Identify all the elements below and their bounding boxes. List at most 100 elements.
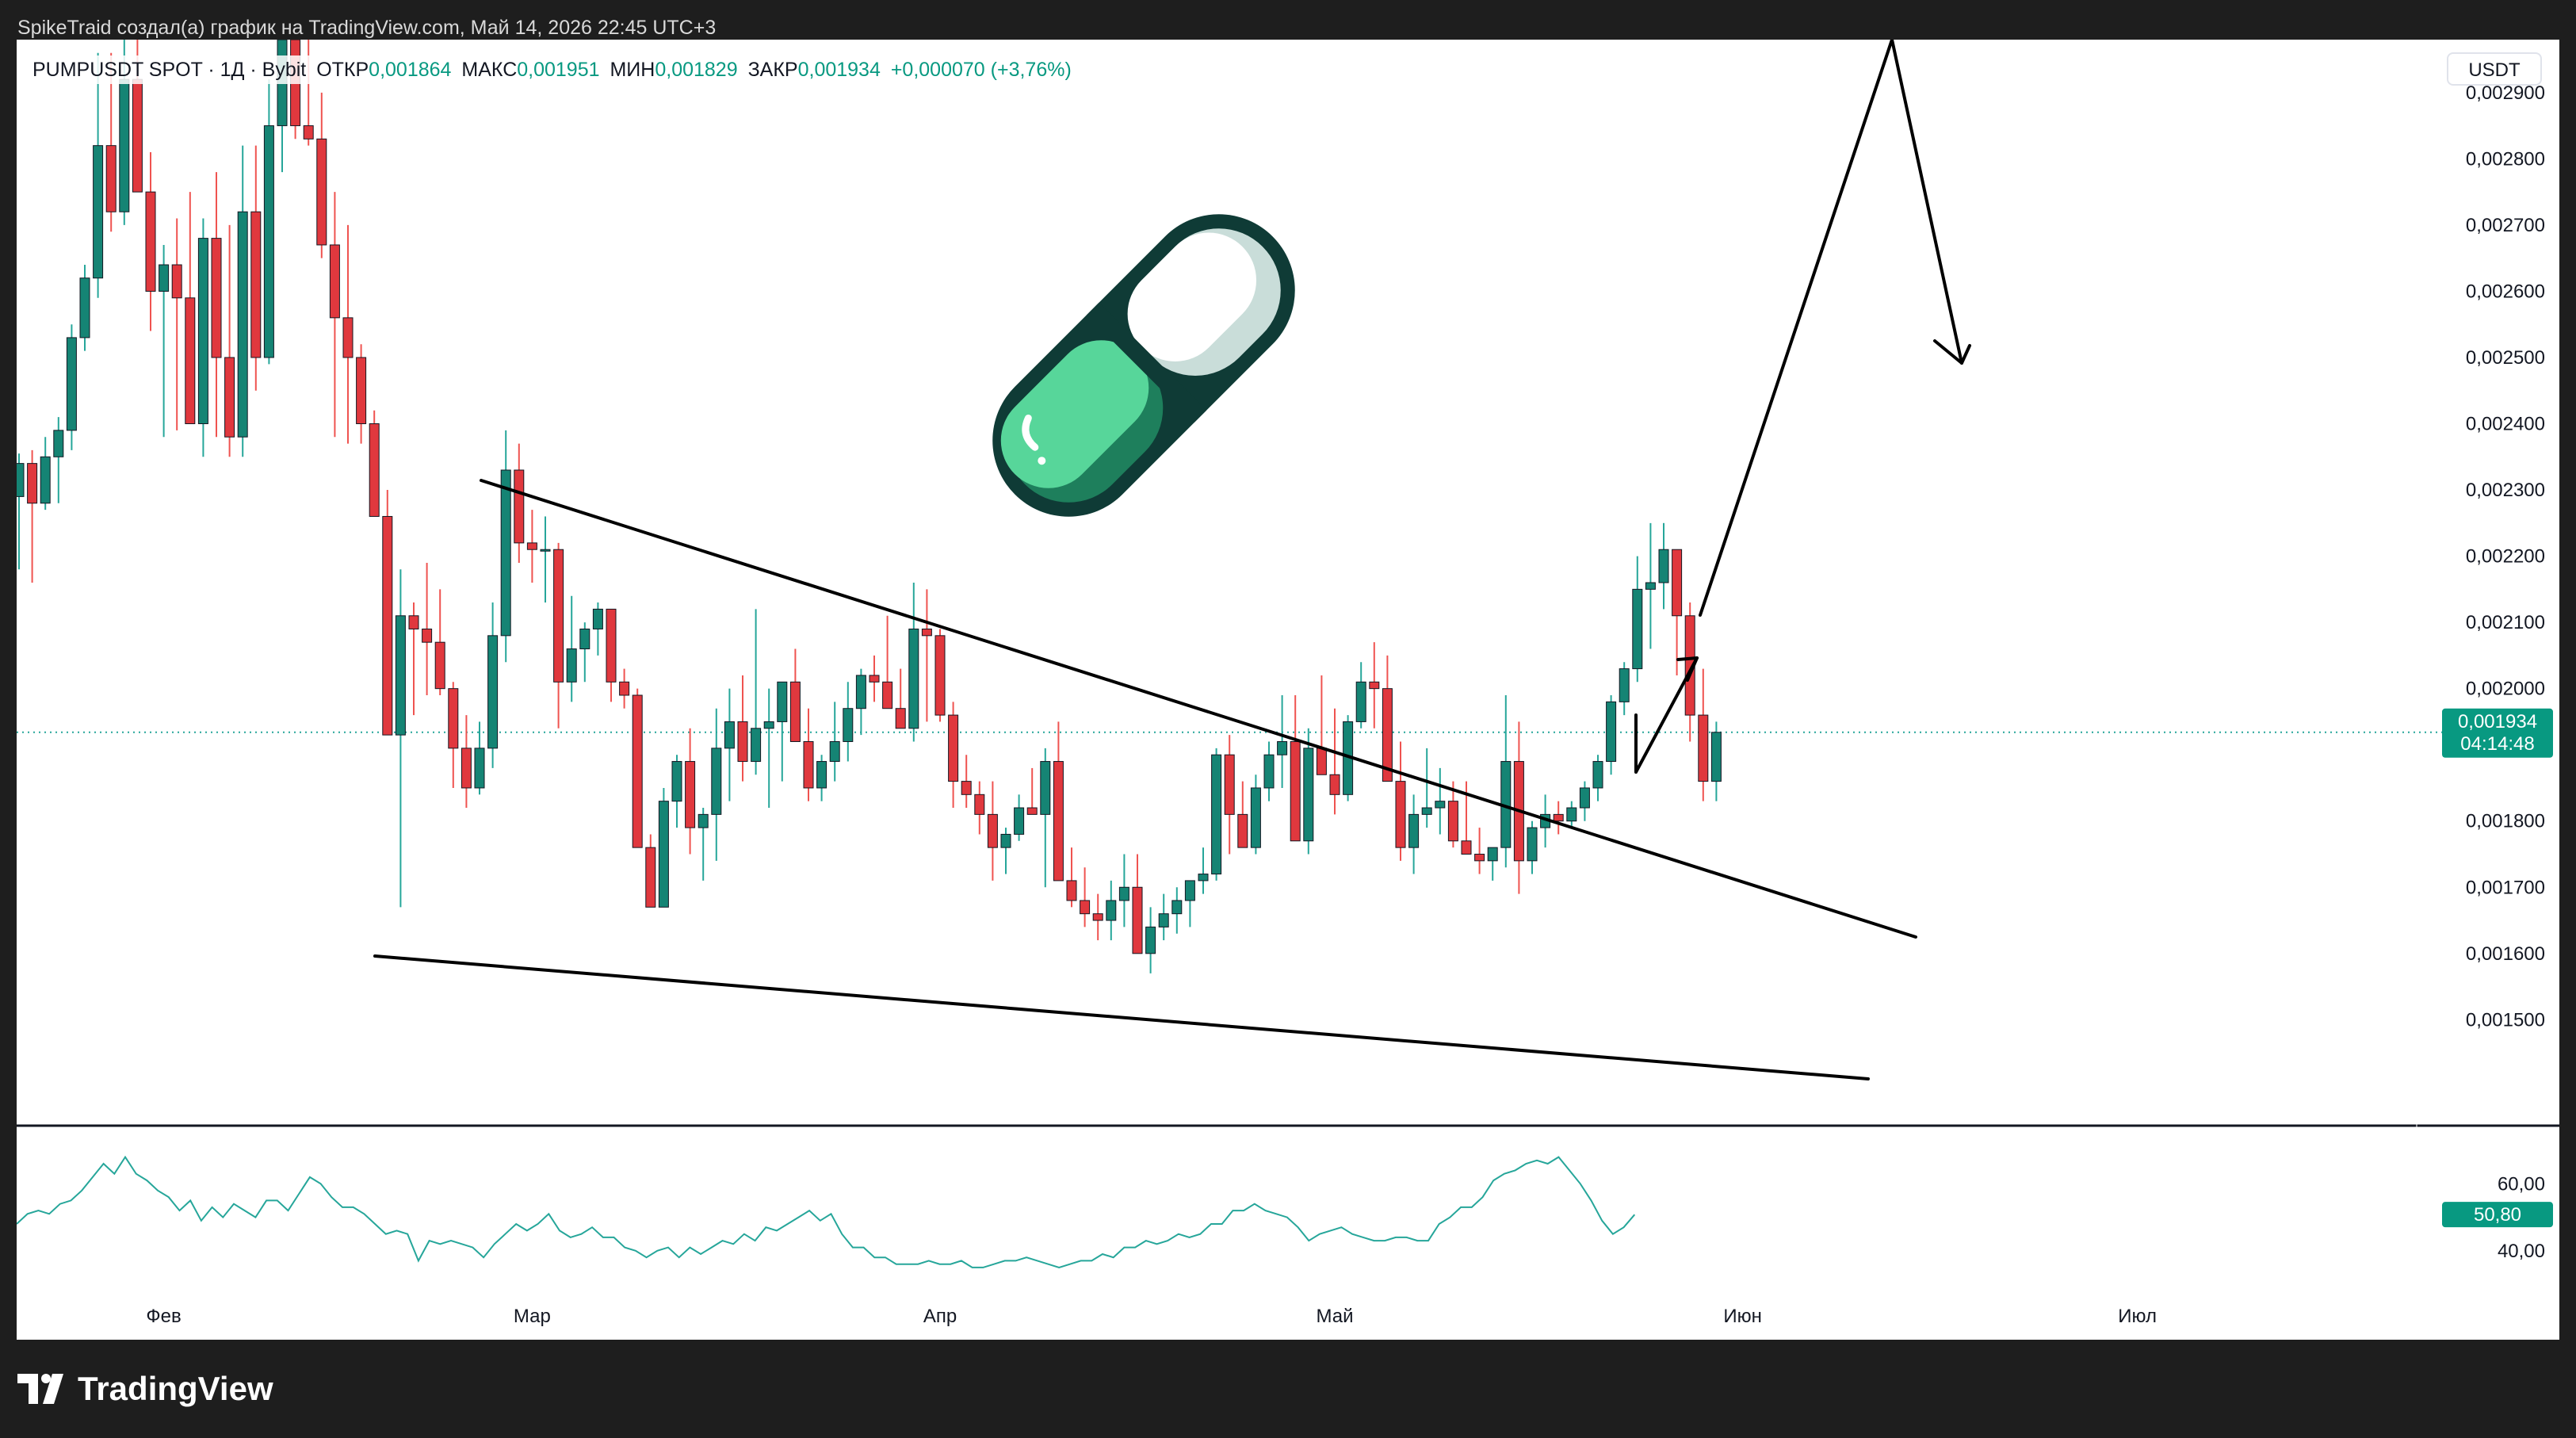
candle-body[interactable] <box>105 145 117 212</box>
candle-body[interactable] <box>895 708 906 729</box>
legend-symbol[interactable]: PUMPUSDT SPOT · 1Д · Bybit <box>32 59 307 81</box>
candle-body[interactable] <box>803 740 814 789</box>
candle-body[interactable] <box>987 813 998 848</box>
candle-body[interactable] <box>342 317 354 358</box>
candle-body[interactable] <box>395 615 406 736</box>
candle-body[interactable] <box>1158 913 1169 927</box>
candle-body[interactable] <box>1026 807 1038 815</box>
candle-body[interactable] <box>1263 754 1275 789</box>
chart-canvas[interactable]: 60,00 40,00 50,80 0,002900 0,002800 0,002700… <box>17 40 2559 1340</box>
candle-body[interactable] <box>974 794 985 815</box>
candle-body[interactable] <box>1106 900 1117 921</box>
candle-body[interactable] <box>1645 582 1656 590</box>
candle-body[interactable] <box>671 761 682 802</box>
candle-body[interactable] <box>382 515 393 736</box>
candle-body[interactable] <box>606 608 617 683</box>
candle-body[interactable] <box>1066 880 1077 901</box>
forecast-path-arrow[interactable] <box>1634 656 1699 774</box>
candle-body[interactable] <box>434 641 445 690</box>
candle-body[interactable] <box>777 681 788 722</box>
candle-body[interactable] <box>1040 761 1051 815</box>
candle-body[interactable] <box>526 542 537 550</box>
candle-body[interactable] <box>17 463 25 497</box>
candle-body[interactable] <box>1527 827 1538 862</box>
candle-body[interactable] <box>1435 801 1446 809</box>
candle-body[interactable] <box>1303 748 1314 842</box>
candle-body[interactable] <box>658 801 669 908</box>
candle-body[interactable] <box>1395 781 1406 848</box>
candle-body[interactable] <box>1014 807 1025 835</box>
candle-body[interactable] <box>132 78 143 193</box>
candle-body[interactable] <box>1619 668 1630 702</box>
candle-body[interactable] <box>632 694 643 848</box>
candle-body[interactable] <box>619 681 630 696</box>
candle-body[interactable] <box>685 761 696 828</box>
currency-selector[interactable]: USDT <box>2447 52 2542 86</box>
rsi-line[interactable] <box>17 1155 1636 1268</box>
candle-body[interactable] <box>1579 787 1590 809</box>
candle-body[interactable] <box>1382 688 1393 782</box>
candle-body[interactable] <box>1053 761 1064 882</box>
candle-body[interactable] <box>356 357 367 425</box>
candle-body[interactable] <box>1145 926 1156 954</box>
candle-body[interactable] <box>53 430 64 457</box>
candle-body[interactable] <box>1355 681 1366 722</box>
candle-body[interactable] <box>1184 880 1195 901</box>
candle-body[interactable] <box>1369 681 1380 690</box>
candle-body[interactable] <box>197 238 208 425</box>
time-axis[interactable]: Фев Мар Апр Май Июн Июл <box>146 1306 2157 1327</box>
candle-body[interactable] <box>369 423 380 517</box>
chart-frame[interactable]: 60,00 40,00 50,80 0,002900 0,002800 0,002700… <box>17 40 2559 1340</box>
candle-body[interactable] <box>487 635 499 749</box>
candle-body[interactable] <box>1487 847 1498 862</box>
candle-body[interactable] <box>724 721 735 749</box>
candle-body[interactable] <box>645 847 656 908</box>
candle-body[interactable] <box>882 681 893 709</box>
candle-body[interactable] <box>553 549 564 683</box>
candle-body[interactable] <box>1171 900 1183 915</box>
candle-body[interactable] <box>66 337 77 431</box>
candle-body[interactable] <box>1658 549 1669 583</box>
candle-body[interactable] <box>737 721 748 763</box>
forecast-arrowhead-small[interactable] <box>1676 656 1699 682</box>
candle-body[interactable] <box>540 549 551 552</box>
candle-body[interactable] <box>1092 913 1103 921</box>
candle-body[interactable] <box>448 688 459 749</box>
candle-body[interactable] <box>40 456 51 504</box>
candle-body[interactable] <box>789 681 801 742</box>
candle-body[interactable] <box>237 211 248 438</box>
candle-body[interactable] <box>79 277 90 338</box>
candle-body[interactable] <box>1710 732 1722 782</box>
candle-body[interactable] <box>1698 714 1709 782</box>
candle-body[interactable] <box>1592 761 1603 789</box>
candle-body[interactable] <box>1316 748 1327 775</box>
candle-body[interactable] <box>316 138 327 246</box>
candle-body[interactable] <box>224 357 235 438</box>
candle-body[interactable] <box>1447 801 1458 842</box>
candle-body[interactable] <box>843 708 854 742</box>
candle-body[interactable] <box>474 748 485 789</box>
candle-body[interactable] <box>1461 840 1472 855</box>
candle-body[interactable] <box>1198 874 1209 882</box>
candle-body[interactable] <box>1474 854 1485 862</box>
candle-body[interactable] <box>514 469 525 544</box>
candle-body[interactable] <box>422 628 433 643</box>
candle-body[interactable] <box>961 781 972 795</box>
candle-body[interactable] <box>1672 549 1683 617</box>
candle-body[interactable] <box>211 238 222 358</box>
candle-body[interactable] <box>27 463 38 504</box>
candle-body[interactable] <box>1000 833 1011 848</box>
candle-body[interactable] <box>1277 740 1288 755</box>
candle-body[interactable] <box>1632 588 1643 670</box>
wedge-lower-trendline[interactable] <box>373 954 1870 1080</box>
candle-body[interactable] <box>1553 813 1564 822</box>
candle-body[interactable] <box>1606 701 1617 763</box>
candle-body[interactable] <box>1421 807 1432 815</box>
candle-body[interactable] <box>1080 900 1091 915</box>
candle-body[interactable] <box>1566 807 1577 822</box>
candle-body[interactable] <box>408 615 419 629</box>
candle-body[interactable] <box>921 628 932 637</box>
candle-body[interactable] <box>329 244 340 319</box>
candle-body[interactable] <box>829 740 840 763</box>
candle-body[interactable] <box>948 714 959 782</box>
